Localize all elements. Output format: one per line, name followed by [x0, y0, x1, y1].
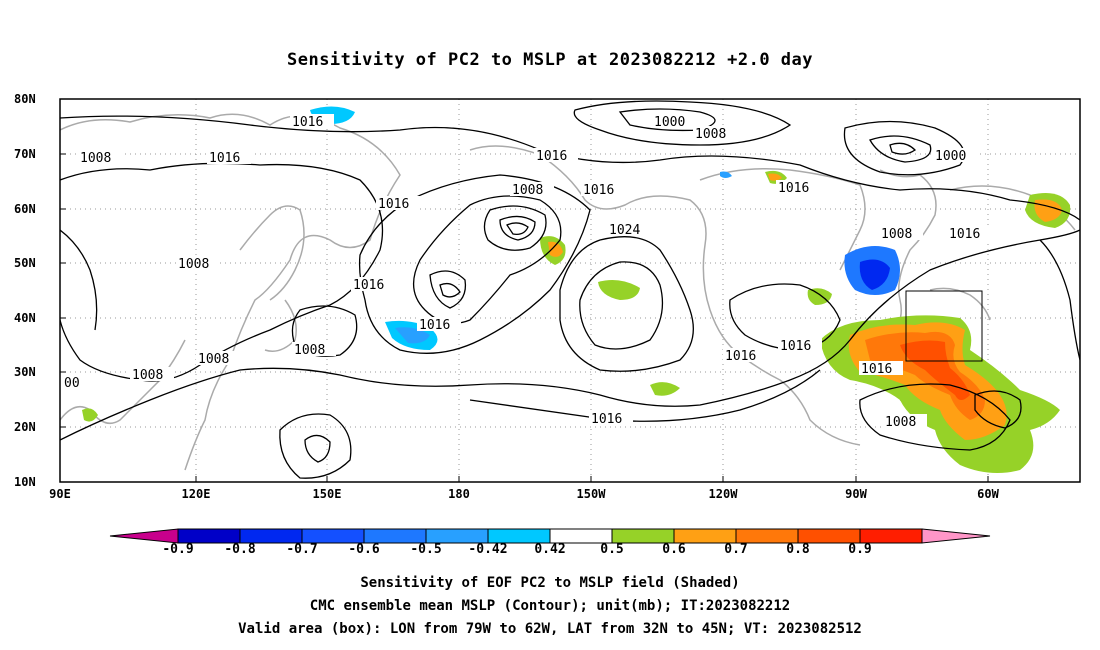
lon-label: 90E [49, 487, 71, 501]
contour-label: 1016 [589, 411, 633, 427]
contour-label: 1016 [351, 277, 395, 293]
lat-label: 30N [14, 365, 36, 379]
contour-label: 1016 [581, 182, 625, 198]
lat-label: 70N [14, 147, 36, 161]
lat-label: 60N [14, 202, 36, 216]
lon-label: 180 [448, 487, 470, 501]
contour-label: 1008 [176, 256, 220, 272]
contour-label: 1016 [776, 180, 820, 196]
contour-label: 1008 [879, 226, 923, 242]
colorbar-label: -0.9 [162, 542, 194, 557]
contour-label: 1008 [196, 351, 240, 367]
caption-shading: Sensitivity of EOF PC2 to MSLP field (Sh… [360, 575, 740, 591]
lon-label: 60W [977, 487, 999, 501]
lon-label: 150E [312, 487, 342, 501]
map-title: Sensitivity of PC2 to MSLP at 2023082212… [286, 50, 813, 70]
svg-text:1016: 1016 [292, 115, 323, 130]
caption-contour: CMC ensemble mean MSLP (Contour); unit(m… [309, 598, 791, 614]
contour-label: 1016 [778, 338, 822, 354]
colorbar-label: -0.5 [410, 542, 442, 557]
svg-text:1016: 1016 [419, 318, 450, 333]
svg-text:1016: 1016 [536, 149, 567, 164]
contour-label: 1016 [207, 150, 251, 166]
svg-text:1016: 1016 [949, 227, 980, 242]
svg-text:00: 00 [64, 376, 80, 391]
svg-text:1008: 1008 [198, 352, 229, 367]
svg-text:1016: 1016 [353, 278, 384, 293]
contour-label: 1000 [652, 114, 696, 130]
colorbar-label: -0.8 [224, 542, 256, 557]
lat-label: 50N [14, 256, 36, 270]
svg-text:1008: 1008 [132, 368, 163, 383]
svg-text:1016: 1016 [591, 412, 622, 427]
svg-text:1000: 1000 [654, 115, 685, 130]
contour-label: 00 [62, 375, 86, 391]
svg-text:1008: 1008 [178, 257, 209, 272]
colorbar-label: 0.6 [662, 542, 686, 557]
lat-label: 10N [14, 475, 36, 489]
svg-text:1016: 1016 [209, 151, 240, 166]
contour-label: 1008 [292, 342, 336, 358]
colorbar-label: -0.42 [468, 542, 508, 557]
svg-text:1016: 1016 [378, 197, 409, 212]
svg-text:1008: 1008 [881, 227, 912, 242]
axis-ticks [60, 98, 989, 482]
contour-label: 1008 [78, 150, 122, 166]
contour-label: 1016 [290, 114, 334, 130]
lon-label: 120W [708, 487, 738, 501]
contour-label: 1016 [417, 317, 461, 333]
svg-text:1008: 1008 [512, 183, 543, 198]
lat-label: 40N [14, 311, 36, 325]
colorbar-label: 0.42 [534, 542, 566, 557]
contour-label: 1024 [607, 222, 651, 238]
svg-text:1008: 1008 [885, 415, 916, 430]
colorbar-label: 0.7 [724, 542, 748, 557]
lon-label: 90W [845, 487, 867, 501]
svg-text:1000: 1000 [935, 149, 966, 164]
svg-text:1024: 1024 [609, 223, 640, 238]
contour-label: 1008 [130, 367, 174, 383]
contour-label: 1016 [534, 148, 578, 164]
contour-label: 1000 [933, 148, 977, 164]
svg-text:1016: 1016 [780, 339, 811, 354]
valid-area-box [905, 290, 983, 362]
contour-label: 1016 [947, 226, 991, 242]
map-frame [59, 98, 1081, 483]
contour-label: 1008 [510, 182, 554, 198]
contour-label: 1008 [883, 414, 927, 430]
colorbar-label: 0.5 [600, 542, 624, 557]
svg-text:1016: 1016 [725, 349, 756, 364]
caption-valid-area: Valid area (box): LON from 79W to 62W, L… [238, 621, 862, 637]
colorbar-label: -0.6 [348, 542, 380, 557]
contour-label: 1016 [376, 196, 420, 212]
colorbar-label: 0.8 [786, 542, 810, 557]
svg-text:1008: 1008 [80, 151, 111, 166]
lon-label: 120E [181, 487, 211, 501]
lat-label: 20N [14, 420, 36, 434]
contour-label: 1016 [859, 361, 903, 377]
contour-label: 1016 [723, 348, 767, 364]
mslp-contours [60, 100, 1080, 479]
contour-labels: 1016 1000 1008 1008 1016 1016 1000 1008 … [62, 114, 991, 430]
contour-label: 1008 [693, 126, 737, 142]
svg-text:1008: 1008 [294, 343, 325, 358]
svg-text:1016: 1016 [778, 181, 809, 196]
svg-text:1016: 1016 [861, 362, 892, 377]
colorbar-label: -0.7 [286, 542, 318, 557]
lon-label: 150W [576, 487, 606, 501]
svg-text:1016: 1016 [583, 183, 614, 198]
svg-text:1008: 1008 [695, 127, 726, 142]
lat-label: 80N [14, 92, 36, 106]
colorbar-label: 0.9 [848, 542, 872, 557]
